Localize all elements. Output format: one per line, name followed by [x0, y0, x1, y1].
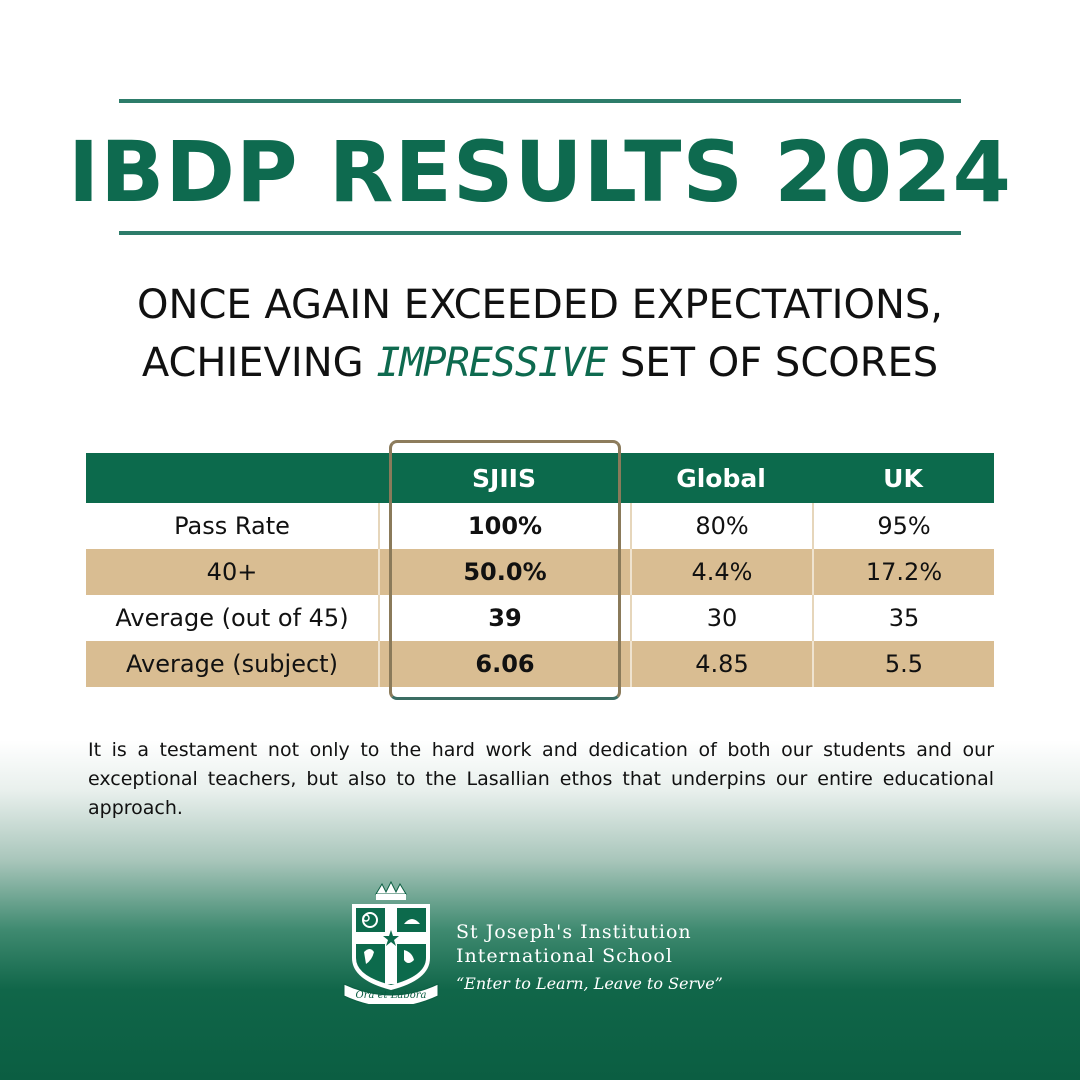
global-value: 30 — [630, 595, 812, 641]
row-label: Average (subject) — [126, 650, 338, 678]
header-cell-uk: UK — [883, 463, 923, 493]
uk-value: 95% — [812, 503, 994, 549]
header-cell-global: Global — [676, 463, 766, 493]
table-row: Average (subject) 6.06 4.85 5.5 — [86, 641, 994, 687]
header-cell-sjiis: SJIIS — [472, 463, 536, 493]
global-value: 4.4% — [630, 549, 812, 595]
title-top-rule — [119, 99, 961, 103]
sjiis-value: 6.06 — [378, 641, 630, 687]
row-label: Average (out of 45) — [115, 604, 349, 632]
global-value: 4.85 — [630, 641, 812, 687]
sjiis-value: 50.0% — [378, 549, 630, 595]
school-motto: “Enter to Learn, Leave to Serve” — [456, 974, 723, 993]
subtitle-emphasis: IMPRESSIVE — [376, 340, 608, 386]
table-row: Average (out of 45) 39 30 35 — [86, 595, 994, 641]
table-header-row: SJIIS Global UK — [86, 453, 994, 503]
sjiis-column-highlight — [389, 440, 621, 700]
row-label: 40+ — [206, 558, 258, 586]
subtitle-line-2-after: SET OF SCORES — [619, 340, 939, 386]
results-table: SJIIS Global UK Pass Rate 100% 80% 95% 4… — [86, 453, 994, 687]
subtitle-line-2: ACHIEVING IMPRESSIVE SET OF SCORES — [0, 338, 1080, 388]
uk-value: 5.5 — [812, 641, 994, 687]
page-title: IBDP RESULTS 2024 — [67, 123, 1013, 221]
table-row: 40+ 50.0% 4.4% 17.2% — [86, 549, 994, 595]
subtitle-line-1-text: ONCE AGAIN EXCEEDED EXPECTATIONS, — [137, 282, 943, 328]
global-value: 80% — [630, 503, 812, 549]
testament-paragraph: It is a testament not only to the hard w… — [88, 739, 994, 819]
title-bottom-rule — [119, 231, 961, 235]
school-name: St Joseph's Institution International Sc… — [456, 920, 692, 968]
header-cell-empty — [86, 453, 378, 503]
subtitle-line-1: ONCE AGAIN EXCEEDED EXPECTATIONS, — [0, 280, 1080, 330]
sjiis-value: 100% — [378, 503, 630, 549]
uk-value: 35 — [812, 595, 994, 641]
school-crest-icon: Ora et Labora — [343, 880, 439, 1004]
uk-value: 17.2% — [812, 549, 994, 595]
crest-banner-text: Ora et Labora — [355, 990, 426, 1001]
table-row: Pass Rate 100% 80% 95% — [86, 503, 994, 549]
school-name-line-1: St Joseph's Institution — [456, 921, 692, 943]
row-label: Pass Rate — [174, 512, 290, 540]
school-name-line-2: International School — [456, 945, 673, 967]
sjiis-value: 39 — [378, 595, 630, 641]
subtitle-line-2-before: ACHIEVING — [141, 340, 364, 386]
